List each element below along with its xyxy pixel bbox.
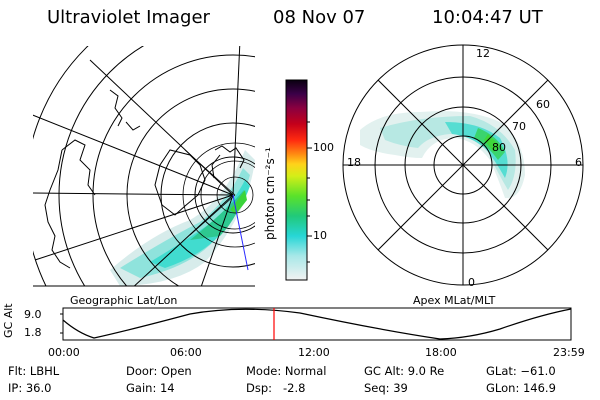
x-tick-1200: 12:00 (298, 346, 330, 359)
date-label: 08 Nov 07 (273, 7, 366, 28)
alt-tick-9: 9.0 (24, 308, 42, 321)
satellite-track (232, 194, 249, 271)
mlat-label-80: 80 (492, 141, 506, 154)
x-tick-2359: 23:59 (553, 346, 585, 359)
info-ip: IP: 36.0 (8, 381, 52, 395)
colorbar-unit-label: photon cm⁻²s⁻¹ (263, 147, 277, 240)
mlt-label-0: 0 (468, 276, 475, 289)
time-label: 10:04:47 UT (432, 7, 543, 28)
instrument-title: Ultraviolet Imager (47, 7, 210, 28)
info-seq: Seq: 39 (364, 381, 408, 395)
x-tick-0000: 00:00 (48, 346, 80, 359)
x-tick-1800: 18:00 (425, 346, 457, 359)
geographic-map (33, 46, 255, 286)
mlt-label-6: 6 (575, 156, 582, 169)
colorbar (285, 79, 312, 281)
geo-panel-label: Geographic Lat/Lon (70, 294, 178, 307)
mlt-label-12: 12 (476, 47, 490, 60)
alt-tick-1-8: 1.8 (24, 326, 42, 339)
info-gc-alt: GC Alt: 9.0 Re (364, 364, 445, 378)
info-dsp: Dsp: -2.8 (246, 381, 306, 395)
mlat-label-70: 70 (512, 120, 526, 133)
polar-panel-label: Apex MLat/MLT (413, 294, 496, 307)
polar-grid (342, 44, 584, 286)
mlt-label-18: 18 (347, 156, 361, 169)
info-door: Door: Open (126, 364, 192, 378)
aurora-oval-geo (110, 150, 255, 286)
latitude-grid (33, 46, 255, 286)
altitude-strip (60, 307, 572, 341)
colorbar-tick-10: 10 (313, 229, 327, 242)
x-tick-0600: 06:00 (170, 346, 202, 359)
magnetic-grid (182, 142, 255, 248)
colorbar-tick-100: 100 (313, 141, 334, 154)
gc-alt-axis-label: GC Alt (2, 303, 15, 338)
info-gain: Gain: 14 (126, 381, 175, 395)
info-glat: GLat: −61.0 (486, 364, 556, 378)
coastlines (44, 89, 245, 269)
info-glon: GLon: 146.9 (486, 381, 556, 395)
info-flt: Flt: LBHL (8, 364, 60, 378)
info-mode: Mode: Normal (246, 364, 327, 378)
mlat-label-60: 60 (536, 98, 550, 111)
